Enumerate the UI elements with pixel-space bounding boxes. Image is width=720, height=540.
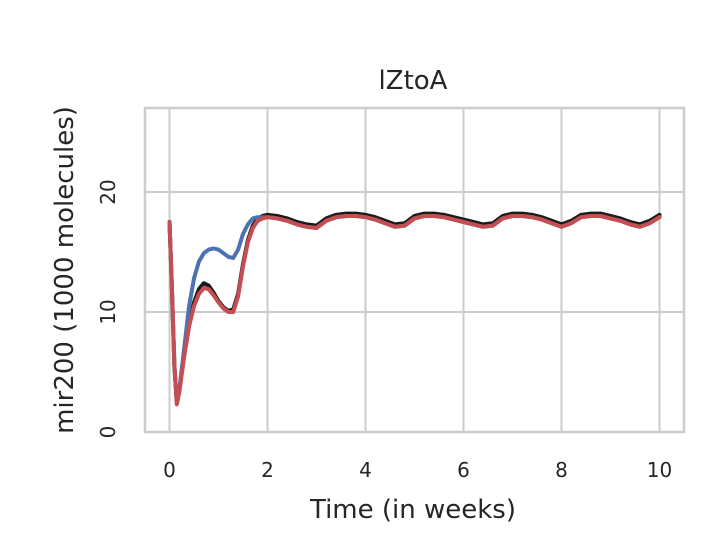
x-tick-label: 8: [555, 458, 568, 482]
y-tick-label: 10: [96, 299, 120, 324]
plot-frame: [143, 106, 686, 434]
tick-labels: 0 2 4 6 8 10 0 10 20: [96, 179, 672, 482]
series-layer: [167, 211, 662, 407]
x-tick-label: 2: [261, 458, 274, 482]
chart-title: lZtoA: [379, 66, 448, 96]
x-tick-label: 6: [457, 458, 470, 482]
x-tick-label: 10: [647, 458, 672, 482]
series-line-3: [167, 214, 662, 407]
x-tick-label: 0: [163, 458, 176, 482]
x-tick-label: 4: [359, 458, 372, 482]
series-line-1: [167, 211, 662, 404]
x-axis-title: Time (in weeks): [309, 495, 516, 525]
y-tick-label: 20: [96, 179, 120, 204]
y-axis-title: mir200 (1000 molecules): [50, 106, 80, 434]
y-tick-label: 0: [96, 426, 120, 439]
